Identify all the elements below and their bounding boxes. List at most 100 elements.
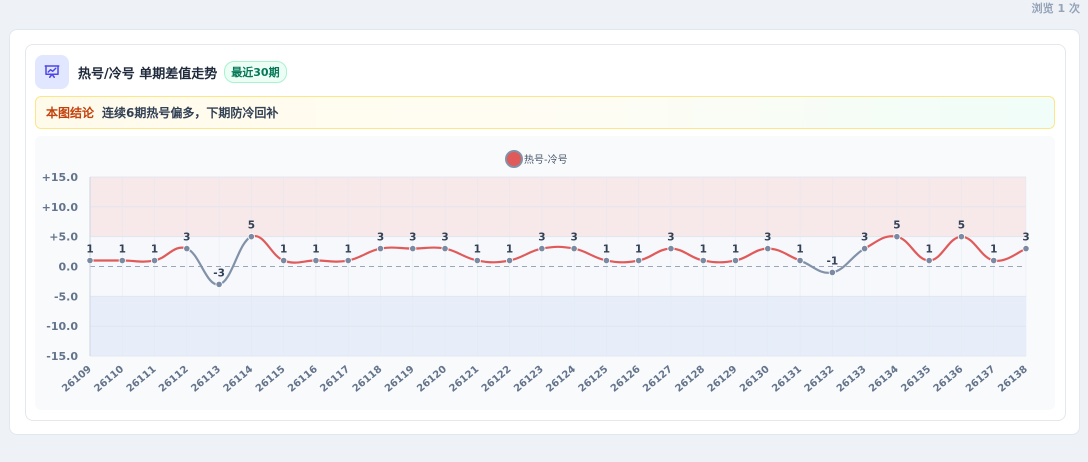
data-label: 3 — [667, 232, 674, 244]
x-tick-label: 26117 — [318, 364, 352, 395]
data-point[interactable] — [957, 233, 966, 241]
x-tick-label: 26110 — [92, 364, 126, 395]
data-label: 1 — [474, 244, 481, 256]
data-point[interactable] — [312, 256, 320, 265]
data-label: 3 — [570, 232, 577, 244]
presentation-chart-icon — [35, 55, 69, 89]
data-point[interactable] — [344, 256, 352, 265]
data-point[interactable] — [505, 256, 514, 265]
data-label: 1 — [635, 244, 642, 256]
outer-card: 热号/冷号 单期差值走势 最近30期 本图结论 连续6期热号偏多，下期防冷回补 … — [9, 29, 1080, 435]
y-tick-label: -15.0 — [46, 350, 78, 363]
data-point[interactable] — [893, 233, 901, 241]
data-label: -3 — [213, 267, 225, 279]
data-label: 3 — [183, 232, 190, 244]
conclusion-label: 本图结论 — [46, 106, 95, 120]
x-tick-label: 26123 — [512, 364, 546, 395]
data-point[interactable] — [667, 245, 675, 253]
y-tick-label: +15.0 — [42, 171, 79, 184]
x-tick-label: 26119 — [383, 364, 417, 395]
data-label: 3 — [861, 232, 868, 244]
data-point[interactable] — [1022, 245, 1030, 253]
data-label: 3 — [1022, 232, 1029, 244]
y-tick-label: 0.0 — [59, 261, 79, 274]
data-point[interactable] — [828, 268, 836, 277]
x-tick-label: 26138 — [996, 364, 1030, 395]
data-point[interactable] — [570, 245, 578, 253]
data-point[interactable] — [796, 256, 804, 265]
series-line-segment — [411, 246, 447, 250]
x-tick-label: 26126 — [609, 364, 643, 395]
data-label: 1 — [796, 244, 803, 256]
conclusion-banner: 本图结论 连续6期热号偏多，下期防冷回补 — [35, 96, 1055, 129]
data-point[interactable] — [86, 256, 94, 265]
data-point[interactable] — [861, 245, 869, 253]
data-label: 3 — [377, 232, 384, 244]
x-tick-label: 26124 — [544, 364, 578, 395]
x-tick-label: 26136 — [932, 364, 966, 395]
x-tick-label: 26134 — [867, 364, 901, 395]
x-tick-label: 26137 — [964, 364, 998, 395]
data-point[interactable] — [699, 256, 707, 265]
x-tick-label: 26109 — [60, 364, 94, 395]
data-point[interactable] — [925, 256, 933, 265]
series-line-segment — [121, 259, 156, 263]
chart-panel: +15.0 +10.0 +5.0 0.0 -5.0 -10.0 -15.0 26109 261… — [35, 136, 1055, 410]
data-point[interactable] — [441, 245, 449, 253]
data-label: -1 — [827, 255, 839, 267]
conclusion-text: 连续6期热号偏多，下期防冷回补 — [102, 106, 279, 120]
data-label: 1 — [603, 244, 610, 256]
data-label: 1 — [151, 244, 158, 256]
data-point[interactable] — [635, 256, 643, 265]
x-tick-label: 26130 — [738, 364, 772, 395]
data-label: 3 — [538, 232, 545, 244]
y-tick-label: -5.0 — [54, 290, 78, 303]
series-line-segment — [218, 235, 253, 286]
page-title: 热号/冷号 单期差值走势 — [78, 66, 218, 82]
x-tick-label: 26120 — [415, 364, 449, 395]
x-tick-label: 26128 — [673, 364, 707, 395]
x-tick-label: 26131 — [770, 364, 804, 395]
x-tick-label: 26115 — [254, 364, 288, 395]
y-tick-label: +5.0 — [49, 231, 78, 244]
data-point[interactable] — [376, 245, 385, 253]
data-label: 5 — [893, 220, 900, 232]
data-point[interactable] — [602, 256, 611, 265]
data-label: 5 — [248, 220, 255, 232]
legend-marker — [505, 150, 523, 168]
data-label: 1 — [700, 244, 707, 256]
x-tick-label: 26111 — [125, 364, 159, 395]
data-point[interactable] — [183, 245, 191, 253]
data-point[interactable] — [473, 256, 481, 265]
data-point[interactable] — [409, 245, 417, 253]
data-label: 1 — [86, 244, 93, 256]
data-label: 1 — [119, 244, 126, 256]
x-tick-label: 26113 — [189, 364, 223, 395]
data-label: 1 — [732, 244, 739, 256]
data-point[interactable] — [764, 245, 772, 253]
data-point[interactable] — [538, 245, 546, 253]
x-tick-label: 26114 — [222, 364, 256, 395]
data-point[interactable] — [118, 256, 126, 265]
x-tick-label: 26118 — [351, 364, 385, 395]
chart-legend[interactable]: 热号-冷号 — [505, 150, 568, 168]
data-point[interactable] — [247, 233, 255, 241]
data-label: 1 — [312, 244, 319, 256]
data-point[interactable] — [990, 256, 998, 265]
data-label: 1 — [280, 244, 287, 256]
data-label: 1 — [926, 244, 933, 256]
data-label: 5 — [958, 220, 965, 232]
x-tick-label: 26129 — [706, 364, 740, 395]
x-tick-label: 26132 — [803, 364, 837, 395]
x-tick-label: 26133 — [835, 364, 869, 395]
x-tick-label: 26121 — [448, 364, 482, 395]
x-tick-label: 26135 — [899, 364, 933, 395]
legend-label: 热号-冷号 — [524, 153, 568, 166]
data-point[interactable] — [280, 256, 288, 265]
data-point[interactable] — [150, 256, 159, 265]
data-point[interactable] — [731, 256, 740, 265]
x-tick-label: 26112 — [157, 364, 191, 395]
data-point[interactable] — [215, 280, 223, 288]
series-line-segment — [379, 246, 414, 250]
x-tick-label: 26122 — [480, 364, 514, 395]
